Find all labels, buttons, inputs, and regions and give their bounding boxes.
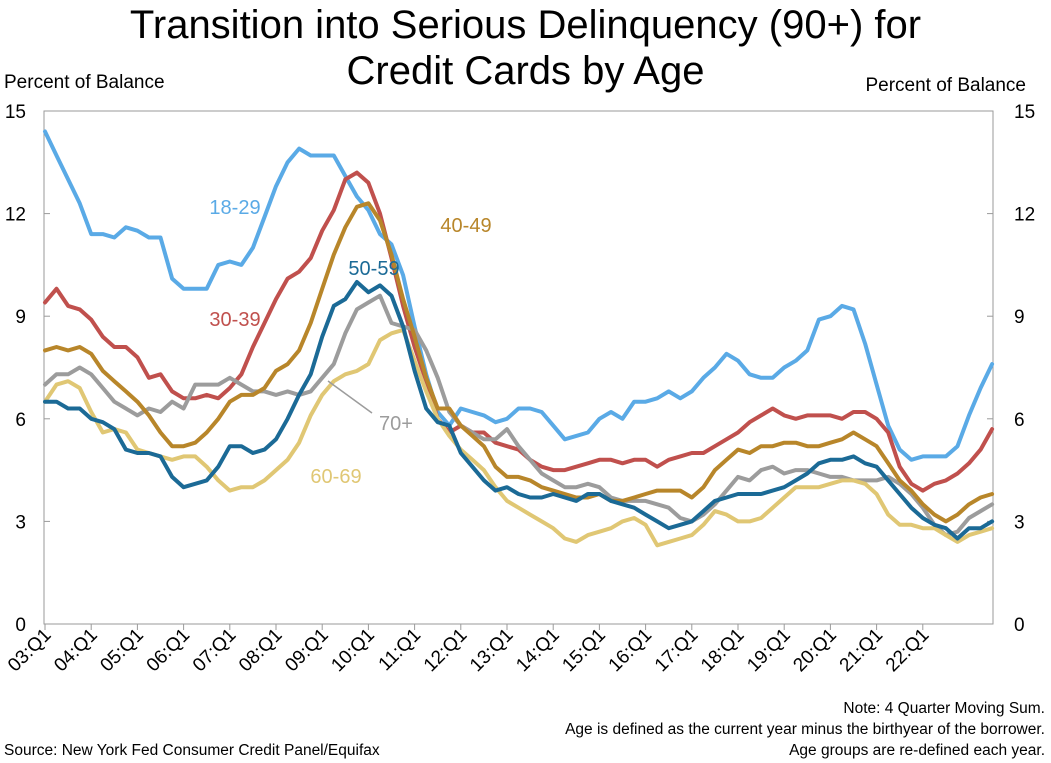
series-line-30-39	[43, 170, 995, 493]
note-1: Note: 4 Quarter Moving Sum.	[843, 700, 1045, 717]
series-line-40-49	[43, 201, 995, 524]
x-tick-label: 10:Q1	[327, 625, 378, 676]
series-line-70plus	[43, 293, 995, 538]
series-label-40-49: 40-49	[440, 215, 491, 237]
series-label-30-39: 30-39	[209, 309, 260, 331]
x-tick-label: 22:Q1	[882, 625, 933, 676]
x-tick-label: 06:Q1	[143, 625, 194, 676]
series-label-70plus-leader	[327, 380, 373, 414]
x-tick-label: 15:Q1	[558, 625, 609, 676]
y-tick-label-left: 6	[15, 410, 26, 431]
source-note: Source: New York Fed Consumer Credit Pan…	[4, 742, 380, 759]
x-tick-label: 13:Q1	[466, 625, 517, 676]
y-tick-label-right: 12	[1014, 205, 1035, 226]
x-tick-label: 11:Q1	[375, 625, 425, 675]
chart-title-line-1: Transition into Serious Delinquency (90+…	[129, 3, 922, 47]
y-tick-label-left: 3	[15, 512, 26, 533]
y-tick-label-left: 15	[5, 102, 26, 123]
y-tick-label-left: 9	[15, 307, 26, 328]
x-tick-label: 09:Q1	[281, 625, 332, 676]
x-tick-label: 03:Q1	[4, 625, 55, 676]
note-2: Age is defined as the current year minus…	[565, 721, 1045, 738]
plot-frame	[43, 110, 994, 625]
x-tick-label: 07:Q1	[189, 625, 240, 676]
series-line-60-69	[43, 327, 995, 548]
y-tick-label-right: 15	[1014, 102, 1035, 123]
y-tick-label-right: 9	[1014, 307, 1025, 328]
x-tick-label: 04:Q1	[50, 625, 101, 676]
series-label-70plus: 70+	[379, 413, 413, 435]
left-axis-label: Percent of Balance	[4, 72, 165, 93]
series-label-50-59: 50-59	[348, 258, 399, 280]
series-label-60-69: 60-69	[310, 466, 361, 488]
series-line-50-59	[43, 280, 995, 541]
x-tick-label: 14:Q1	[512, 625, 563, 676]
y-tick-label-left: 12	[5, 205, 26, 226]
x-tick-label: 18:Q1	[697, 625, 748, 676]
y-tick-label-right: 3	[1014, 512, 1025, 533]
chart-title: Transition into Serious Delinquency (90+…	[0, 2, 1051, 94]
x-tick-label: 19:Q1	[743, 625, 794, 676]
x-tick-label: 16:Q1	[605, 625, 656, 676]
x-tick-label: 12:Q1	[420, 625, 471, 676]
y-tick-label-left: 0	[15, 615, 26, 636]
x-tick-label: 17:Q1	[651, 625, 702, 676]
y-tick-label-right: 0	[1014, 615, 1025, 636]
x-tick-label: 05:Q1	[96, 625, 147, 676]
note-3: Age groups are re-defined each year.	[789, 742, 1045, 759]
y-tick-label-right: 6	[1014, 410, 1025, 431]
right-axis-label: Percent of Balance	[865, 75, 1026, 96]
series-line-18-29	[43, 129, 995, 462]
x-tick-label: 20:Q1	[789, 625, 840, 676]
x-tick-label: 08:Q1	[235, 625, 286, 676]
series-label-18-29: 18-29	[209, 197, 260, 219]
chart-title-line-2: Credit Cards by Age	[346, 49, 705, 93]
x-tick-label: 21:Q1	[836, 625, 887, 676]
